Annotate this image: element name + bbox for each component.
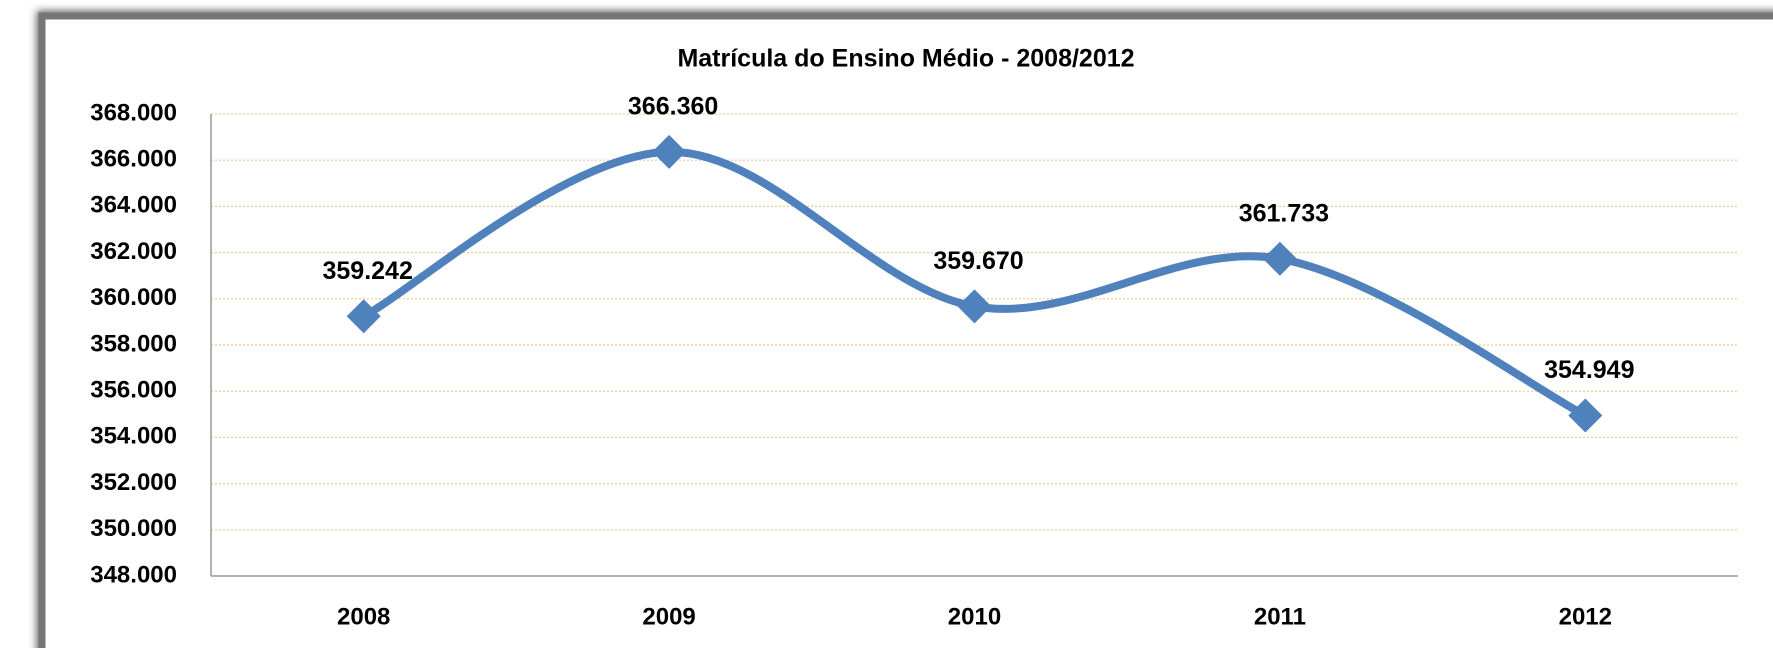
- point-marker: [652, 134, 687, 169]
- data-label: 361.733: [1239, 199, 1329, 227]
- y-tick-label: 362.000: [90, 238, 177, 265]
- y-tick-label: 368.000: [90, 99, 177, 126]
- data-label: 366.360: [628, 92, 718, 120]
- y-tick-label: 350.000: [90, 515, 177, 542]
- x-tick-label: 2010: [948, 603, 1001, 630]
- y-tick-label: 364.000: [90, 192, 177, 219]
- y-tick-label: 358.000: [90, 330, 177, 357]
- x-tick-label: 2011: [1254, 603, 1306, 630]
- y-tick-label: 360.000: [90, 284, 177, 311]
- y-tick-label: 354.000: [90, 423, 177, 450]
- y-tick-label: 352.000: [90, 469, 177, 496]
- x-tick-label: 2009: [642, 603, 695, 630]
- point-marker: [1262, 241, 1297, 276]
- chart-frame: [38, 12, 1773, 648]
- data-label: 354.949: [1544, 356, 1634, 384]
- y-tick-label: 348.000: [90, 561, 177, 588]
- data-label: 359.242: [323, 257, 413, 285]
- point-marker: [1568, 398, 1603, 433]
- y-tick-label: 366.000: [90, 146, 177, 173]
- point-marker: [346, 299, 381, 334]
- x-tick-label: 2008: [337, 603, 390, 630]
- x-tick-label: 2012: [1559, 603, 1612, 630]
- point-marker: [957, 289, 992, 324]
- y-tick-label: 356.000: [90, 377, 177, 404]
- data-label: 359.670: [933, 247, 1023, 275]
- chart-title: Matrícula do Ensino Médio - 2008/2012: [677, 45, 1134, 73]
